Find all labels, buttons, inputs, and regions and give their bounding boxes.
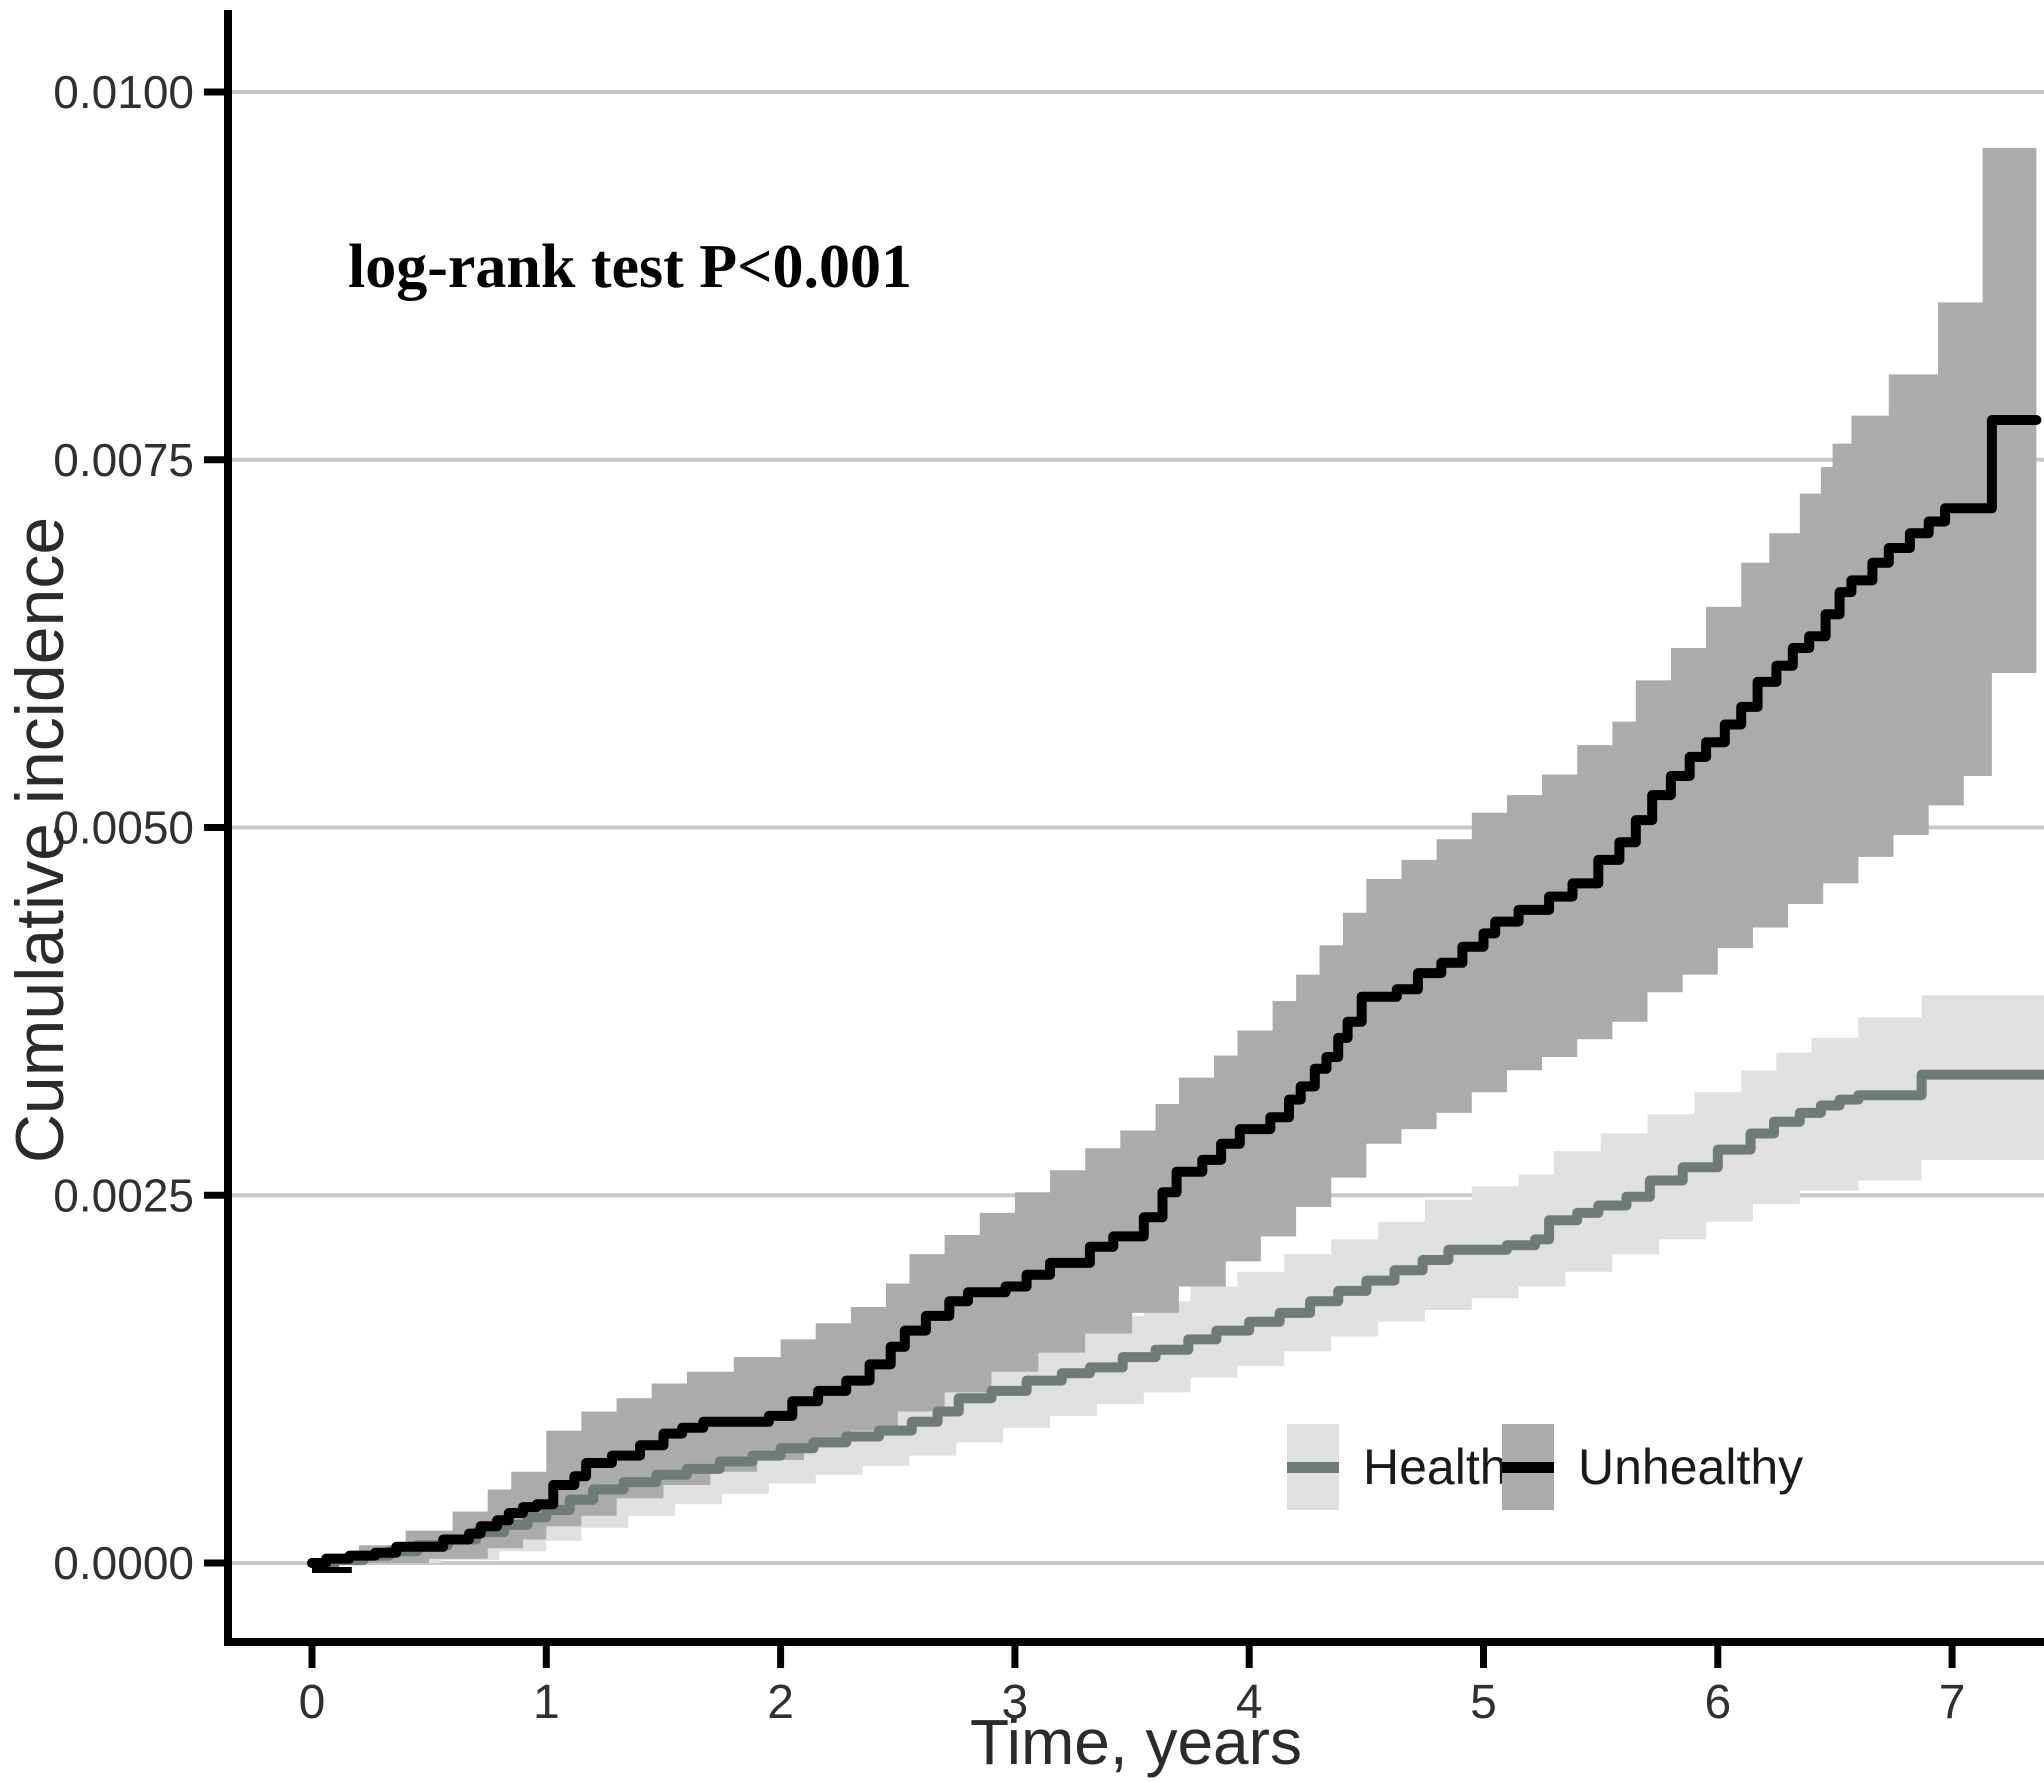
y-tick-label: 0.0000 xyxy=(53,1537,194,1589)
tick-labels: 0.0000 0.0025 0.0050 0.0075 0.0100 0 1 2 3 4 5 6 7 xyxy=(53,66,1965,1729)
x-tick-label: 5 xyxy=(1470,1676,1497,1729)
y-axis-title: Cumulative incidence xyxy=(2,516,78,1164)
x-tick-label: 7 xyxy=(1939,1676,1966,1729)
x-axis-title: Time, years xyxy=(970,1706,1302,1778)
y-tick-label: 0.0100 xyxy=(53,66,194,118)
survival-curves xyxy=(307,415,2044,1573)
y-tick-label: 0.0025 xyxy=(53,1169,194,1221)
x-tick-label: 4 xyxy=(1236,1676,1263,1729)
tick-marks xyxy=(204,88,1956,1668)
x-tick-label: 2 xyxy=(767,1676,794,1729)
x-tick-label: 6 xyxy=(1704,1676,1731,1729)
unhealthy-confidence-band xyxy=(312,147,2037,1563)
y-tick-label: 0.0075 xyxy=(53,434,194,486)
x-tick-label: 0 xyxy=(299,1676,326,1729)
log-rank-annotation: log-rank test P<0.001 xyxy=(348,233,912,301)
confidence-bands xyxy=(312,147,2044,1563)
healthy-confidence-band xyxy=(312,995,2044,1563)
x-tick-label: 3 xyxy=(1002,1676,1029,1729)
x-tick-label: 1 xyxy=(533,1676,560,1729)
healthy-curve xyxy=(307,1069,2044,1568)
y-tick-label: 0.0050 xyxy=(53,802,194,854)
unhealthy-curve xyxy=(307,415,2042,1568)
